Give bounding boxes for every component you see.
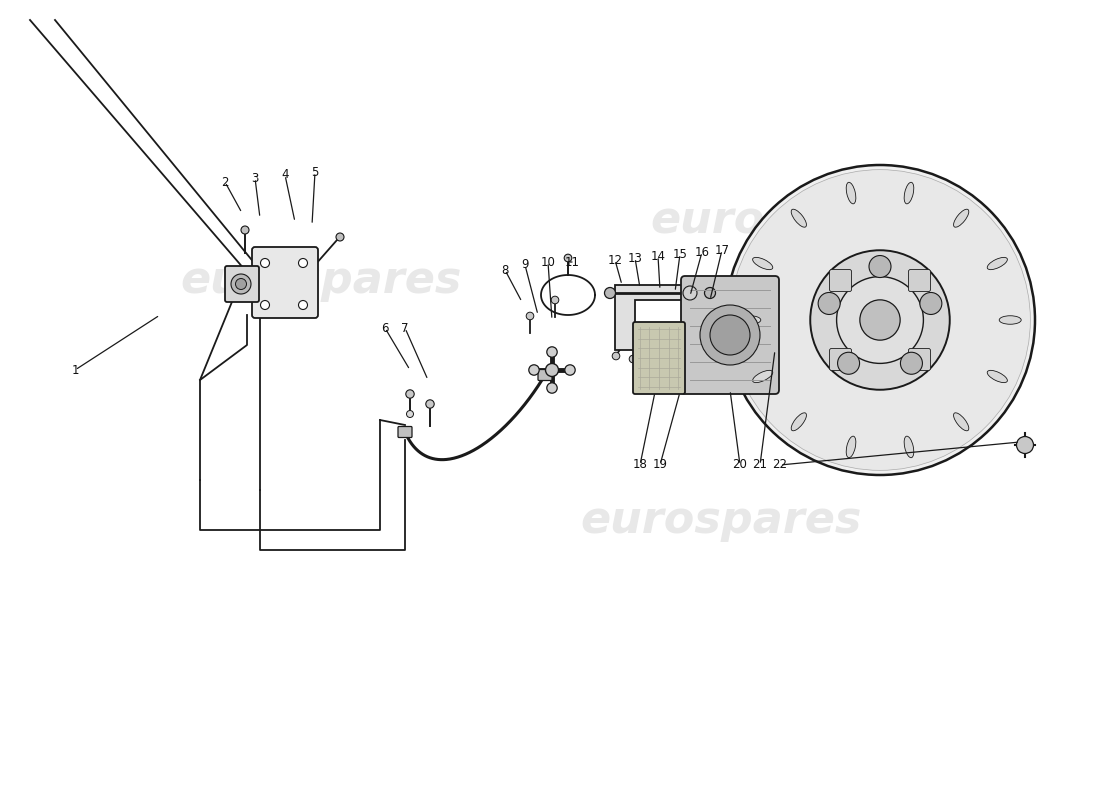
Circle shape [700,305,760,365]
Text: 5: 5 [311,166,319,178]
Ellipse shape [987,258,1008,270]
Circle shape [261,301,270,310]
FancyBboxPatch shape [909,349,931,370]
Ellipse shape [999,316,1021,324]
Ellipse shape [954,210,969,227]
Circle shape [710,315,750,355]
Ellipse shape [846,436,856,458]
Ellipse shape [846,182,856,204]
Text: 8: 8 [502,263,508,277]
Text: 9: 9 [521,258,529,271]
Text: 11: 11 [564,255,580,269]
Text: 22: 22 [772,458,788,471]
Circle shape [605,287,616,298]
Circle shape [837,352,859,374]
Text: 14: 14 [650,250,666,262]
Circle shape [683,286,697,300]
Circle shape [231,274,251,294]
Ellipse shape [739,316,761,324]
Circle shape [564,365,575,375]
Circle shape [811,250,949,390]
Text: eurospares: eurospares [180,258,461,302]
Text: 17: 17 [715,243,729,257]
Text: 15: 15 [672,247,688,261]
Text: 4: 4 [282,169,288,182]
FancyBboxPatch shape [632,322,685,394]
Circle shape [818,293,840,314]
Circle shape [629,355,637,363]
FancyBboxPatch shape [909,270,931,291]
Circle shape [235,278,246,290]
Circle shape [261,258,270,267]
Circle shape [837,277,923,363]
Text: 6: 6 [382,322,388,334]
Circle shape [901,352,923,374]
Text: 16: 16 [694,246,710,258]
Circle shape [336,233,344,241]
Text: 20: 20 [733,458,747,471]
Circle shape [551,296,559,304]
FancyBboxPatch shape [252,247,318,318]
Circle shape [718,323,743,347]
Circle shape [547,347,558,357]
FancyBboxPatch shape [398,426,412,438]
Text: 13: 13 [628,251,642,265]
Circle shape [426,400,434,408]
Circle shape [729,170,1031,470]
Text: 10: 10 [540,255,556,269]
Circle shape [860,300,900,340]
Text: eurospares: eurospares [580,498,861,542]
FancyBboxPatch shape [538,370,552,381]
Ellipse shape [791,413,806,430]
FancyBboxPatch shape [829,270,851,291]
Circle shape [869,255,891,278]
Text: 18: 18 [632,458,648,471]
Text: 21: 21 [752,458,768,471]
Text: 2: 2 [221,175,229,189]
Ellipse shape [791,210,806,227]
Text: 7: 7 [402,322,409,334]
Circle shape [298,301,308,310]
Ellipse shape [954,413,969,430]
Text: eurospares: eurospares [650,198,932,242]
FancyBboxPatch shape [226,266,258,302]
Circle shape [1016,437,1034,454]
Text: 1: 1 [72,363,79,377]
Circle shape [241,226,249,234]
Polygon shape [615,285,700,350]
Circle shape [546,363,559,377]
Circle shape [564,254,572,262]
FancyBboxPatch shape [829,349,851,370]
Circle shape [298,258,308,267]
Circle shape [529,365,539,375]
FancyBboxPatch shape [681,276,779,394]
Circle shape [407,410,414,418]
Circle shape [547,383,558,394]
Text: 19: 19 [652,458,668,471]
Circle shape [920,293,942,314]
Circle shape [406,390,415,398]
Text: 12: 12 [607,254,623,266]
Text: 3: 3 [251,171,258,185]
Ellipse shape [904,182,914,204]
Circle shape [613,352,619,360]
Circle shape [704,287,715,298]
Ellipse shape [987,370,1008,382]
Ellipse shape [904,436,914,458]
Ellipse shape [752,370,773,382]
Circle shape [725,165,1035,475]
Circle shape [526,312,534,320]
Ellipse shape [752,258,773,270]
